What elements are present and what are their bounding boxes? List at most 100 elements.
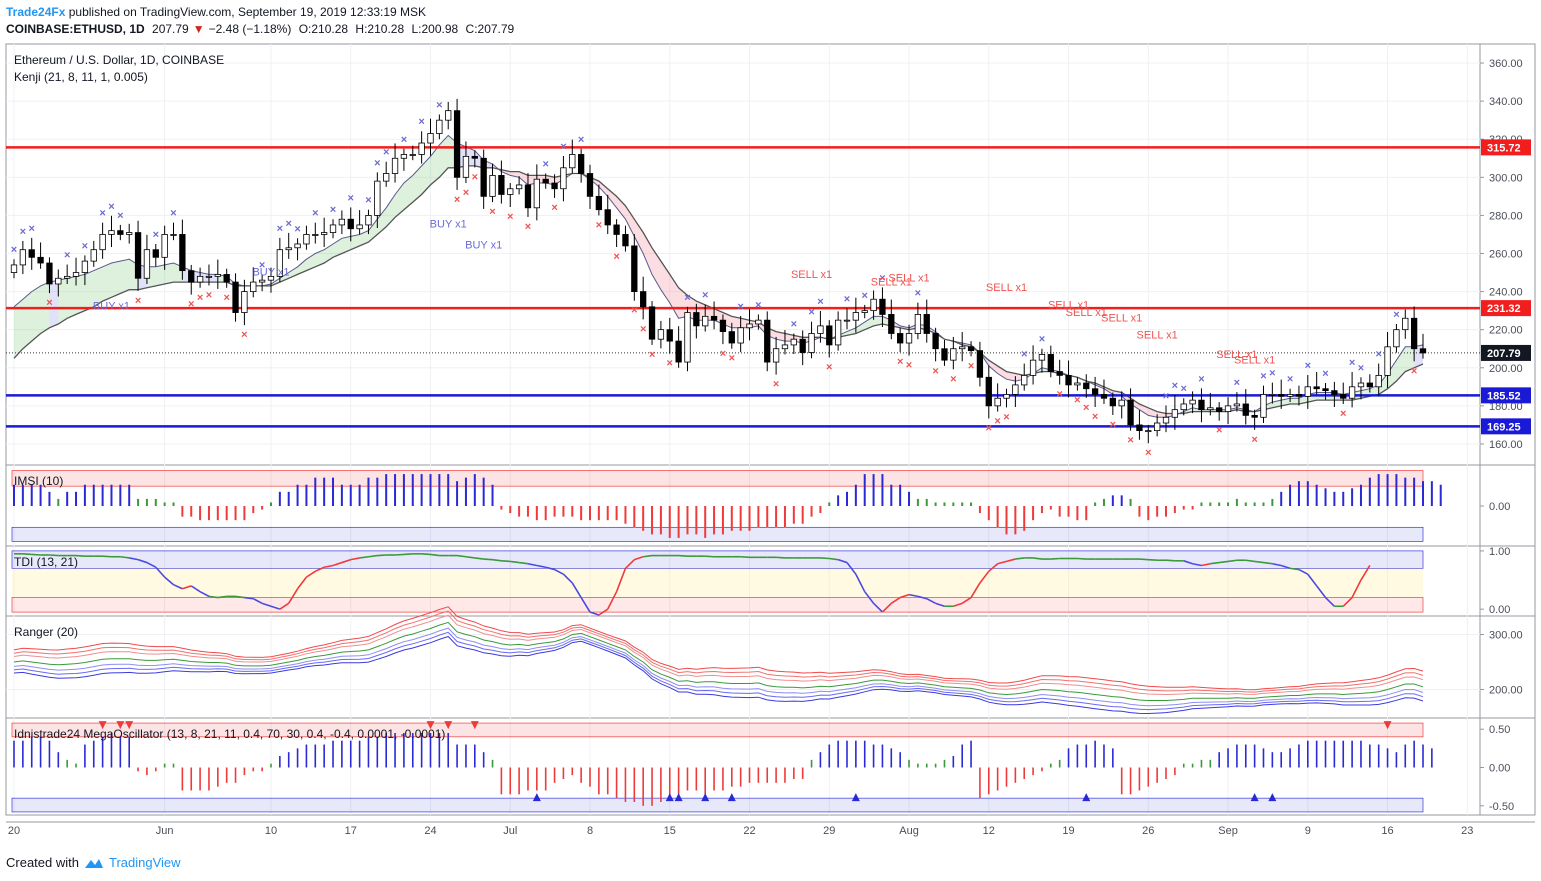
publisher-name[interactable]: Trade24Fx (6, 5, 66, 19)
level-price-label: 185.52 (1487, 390, 1521, 402)
candle-body (1100, 394, 1108, 399)
tdi-line-segment (571, 582, 582, 598)
candle (914, 302, 922, 340)
candle (1384, 331, 1391, 388)
buy-arrow-icon (851, 793, 860, 802)
y-tick-label: 200.00 (1489, 363, 1523, 375)
tdi-line-segment (173, 583, 183, 590)
kenji-cloud-segment (386, 194, 396, 227)
candle (622, 225, 629, 252)
sell-signal-label: SELL x1 (888, 273, 929, 285)
candle-body (391, 157, 399, 174)
buy-marker: × (99, 208, 105, 220)
tdi-line-segment (314, 566, 325, 573)
candle-body (1074, 382, 1081, 386)
kenji-cloud-segment (49, 280, 59, 328)
candle-body (10, 264, 18, 273)
buy-marker: × (542, 159, 548, 171)
candle-body (108, 230, 115, 235)
candle (737, 315, 744, 353)
candle (276, 237, 283, 283)
candle (719, 314, 727, 345)
tdi-high-band (11, 550, 1424, 569)
candle (826, 320, 833, 358)
candle (1322, 383, 1329, 400)
candle (1393, 323, 1400, 353)
tdi-line-segment (873, 602, 884, 613)
tdi-line-segment (146, 561, 157, 568)
kenji-cloud-segment (102, 263, 112, 302)
sell-marker: × (472, 171, 478, 183)
sell-arrow-icon (125, 721, 134, 730)
sell-marker: × (1251, 434, 1257, 446)
buy-marker: × (1198, 373, 1204, 385)
candle (1127, 388, 1134, 431)
sell-marker: × (932, 365, 938, 377)
sell-arrow-icon (1383, 721, 1392, 730)
candle (1038, 348, 1046, 373)
candle-body (347, 218, 354, 230)
pane-title: TDI (13, 21) (14, 555, 78, 569)
sell-signal-label: SELL x1 (1066, 307, 1107, 319)
candle-body (994, 397, 1001, 407)
candle (1198, 388, 1205, 423)
candle-body (179, 234, 186, 272)
candle-body (250, 281, 257, 292)
buy-marker: × (861, 290, 867, 302)
tdi-line-segment (1272, 562, 1282, 567)
candle (480, 149, 487, 209)
tdi-line-segment (890, 596, 901, 605)
candle (631, 234, 638, 301)
candle (161, 225, 168, 270)
candle-body (657, 329, 665, 340)
candle (666, 317, 673, 354)
sell-signal-label: SELL x1 (1216, 349, 1257, 361)
x-tick-label: 8 (587, 825, 593, 837)
sell-marker: × (667, 358, 673, 370)
tradingview-brand[interactable]: TradingView (108, 855, 181, 870)
candle-body (1029, 359, 1037, 376)
candle-body (117, 230, 124, 235)
ranger-band-line (13, 631, 1424, 711)
candle-body (1348, 386, 1356, 399)
candle-body (46, 262, 53, 285)
buy-marker: × (817, 296, 823, 308)
tdi-line-segment (1139, 558, 1149, 561)
candle-body (241, 291, 248, 313)
overbought-band (11, 470, 1424, 487)
kenji-cloud-segment (377, 207, 387, 235)
candle (170, 222, 177, 241)
candle (205, 264, 213, 286)
candle-body (1375, 374, 1382, 388)
kenji-cloud-segment (76, 274, 85, 315)
level-price-tag (1481, 387, 1531, 404)
x-tick-label: Sep (1218, 825, 1238, 837)
buy-marker: × (11, 244, 17, 256)
candle (985, 365, 992, 419)
candle-body (188, 270, 195, 283)
tdi-line-segment (279, 602, 290, 610)
created-with-text: Created with (6, 855, 79, 870)
sell-marker: × (525, 221, 531, 233)
tdi-line-segment (252, 597, 263, 605)
candle (1189, 391, 1196, 414)
candle-body (967, 346, 975, 352)
x-tick-label: Jul (503, 825, 517, 837)
sell-marker: × (986, 422, 992, 434)
candle-body (143, 249, 151, 279)
tdi-line-segment (1077, 557, 1087, 560)
candle-body (1384, 346, 1391, 376)
y-tick-label: 280.00 (1489, 210, 1523, 222)
candle (1171, 394, 1179, 430)
buy-marker: × (20, 226, 26, 238)
candle-body (409, 154, 416, 156)
tdi-line-segment (607, 591, 618, 610)
candle-body (418, 142, 425, 155)
pane-title: Idnistrade24 MegaOscillator (13, 8, 21, … (14, 727, 445, 741)
tdi-line-segment (634, 555, 644, 561)
candle-body (1207, 407, 1214, 411)
kenji-cloud-segment (625, 205, 635, 237)
candle (888, 299, 895, 340)
candle-body (383, 173, 390, 182)
